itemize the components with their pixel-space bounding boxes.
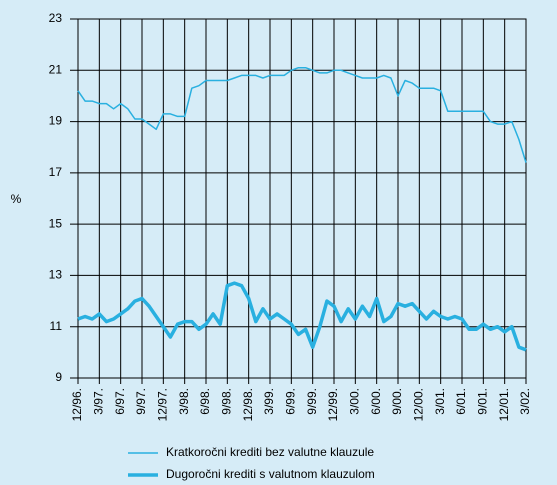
- legend-label: Dugoročni krediti s valutnom klauzulom: [166, 467, 375, 481]
- x-tick-label: 3/01.: [433, 388, 447, 415]
- x-tick-label: 3/02.: [518, 388, 532, 415]
- x-tick-label: 6/00.: [369, 388, 383, 415]
- y-tick-label: 11: [50, 319, 63, 333]
- x-tick-label: 12/99.: [326, 388, 340, 421]
- x-tick-label: 9/97.: [134, 388, 148, 415]
- x-tick-label: 12/98.: [241, 388, 255, 421]
- x-tick-label: 6/97.: [113, 388, 127, 415]
- y-tick-label: 19: [49, 114, 63, 128]
- x-tick-label: 9/99.: [305, 388, 319, 415]
- y-tick-label: 13: [49, 268, 63, 282]
- x-tick-label: 3/00.: [348, 388, 362, 415]
- y-tick-label: 21: [49, 62, 63, 76]
- plot-frame: [77, 18, 527, 379]
- series-line: [77, 66, 527, 163]
- y-tick-label: 9: [55, 370, 62, 384]
- x-tick-label: 6/98.: [198, 388, 212, 415]
- y-tick-label: 15: [49, 216, 63, 230]
- x-tick-label: 3/98.: [177, 388, 191, 415]
- x-tick-label: 9/98.: [220, 388, 234, 415]
- series-line: [77, 281, 527, 352]
- x-tick-label: 9/00.: [390, 388, 404, 415]
- x-tick-label: 6/01.: [454, 388, 468, 415]
- x-tick-label: 12/01.: [497, 388, 511, 421]
- y-axis-label: %: [11, 192, 22, 206]
- x-tick-label: 12/00.: [412, 388, 426, 421]
- x-tick-label: 6/99.: [284, 388, 298, 415]
- y-tick-label: 17: [49, 165, 63, 179]
- x-tick-label: 12/97.: [156, 388, 170, 421]
- y-tick-label: 23: [49, 11, 63, 25]
- x-tick-label: 12/96.: [70, 388, 84, 421]
- x-tick-label: 3/99.: [262, 388, 276, 415]
- legend-label: Kratkoročni krediti bez valutne klauzule: [166, 445, 374, 459]
- x-tick-label: 3/97.: [92, 388, 106, 415]
- x-tick-label: 9/01.: [476, 388, 490, 415]
